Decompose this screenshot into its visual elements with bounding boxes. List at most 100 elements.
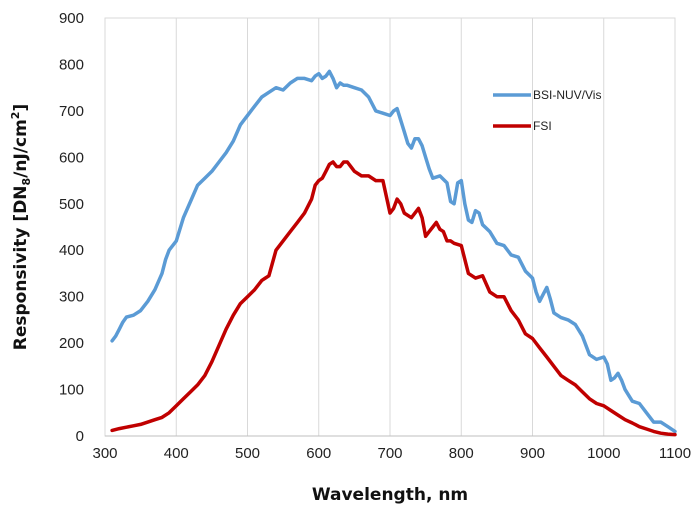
data-point	[367, 174, 370, 178]
data-point	[175, 239, 178, 243]
data-point	[452, 202, 456, 205]
data-point	[609, 379, 613, 382]
data-point	[314, 74, 317, 78]
data-point	[620, 379, 623, 382]
data-point	[474, 209, 477, 212]
data-point	[239, 302, 242, 305]
data-point	[324, 74, 328, 78]
data-point	[406, 142, 409, 145]
data-point	[460, 179, 463, 182]
series-FSI	[110, 160, 677, 437]
data-point	[524, 332, 527, 335]
data-point	[542, 293, 545, 296]
data-point	[281, 239, 285, 243]
data-point	[488, 290, 491, 294]
data-point	[467, 272, 470, 275]
data-point	[652, 430, 655, 433]
data-point	[435, 221, 438, 224]
data-point	[335, 165, 338, 168]
gridlines	[104, 18, 676, 436]
data-point	[616, 372, 620, 375]
data-point	[110, 339, 114, 342]
data-point	[242, 119, 246, 122]
data-point	[310, 79, 313, 82]
data-point	[517, 256, 520, 259]
data-point	[296, 221, 299, 224]
data-point	[552, 365, 556, 368]
data-point	[428, 230, 431, 233]
data-point	[321, 177, 324, 180]
data-point	[638, 402, 641, 405]
data-point	[114, 334, 117, 338]
data-point	[524, 269, 527, 273]
data-point	[399, 119, 402, 122]
data-point	[153, 288, 157, 291]
data-point	[246, 114, 249, 117]
data-point	[474, 276, 477, 280]
data-point	[673, 433, 677, 436]
data-point	[246, 295, 249, 298]
data-point	[602, 355, 605, 359]
data-point	[378, 179, 381, 182]
data-point	[502, 244, 506, 247]
data-point	[210, 360, 214, 363]
x-tick-label: 1100	[659, 445, 691, 462]
y-tick-label: 700	[59, 103, 84, 120]
data-point	[232, 139, 235, 143]
series-lines	[110, 69, 677, 437]
data-point	[659, 420, 662, 424]
data-point	[566, 318, 570, 322]
data-point	[545, 355, 548, 359]
data-point	[239, 123, 242, 127]
data-point	[456, 181, 459, 185]
x-tick-label: 1000	[587, 445, 620, 462]
data-point	[267, 274, 271, 277]
y-axis-title-superscript: 2	[9, 112, 22, 120]
data-point	[463, 202, 466, 205]
data-point	[331, 160, 335, 164]
data-point	[424, 156, 427, 159]
data-point	[203, 374, 206, 377]
data-point	[196, 383, 199, 387]
data-point	[488, 230, 491, 233]
data-point	[303, 211, 306, 215]
data-point	[538, 346, 541, 349]
data-point	[595, 402, 598, 405]
x-tick-label: 400	[164, 445, 189, 462]
data-point	[321, 77, 324, 80]
data-point	[346, 84, 349, 87]
y-axis-title-main: Responsivity [DN	[11, 185, 31, 350]
series-BSI-NUV/Vis	[110, 69, 677, 434]
data-point	[289, 230, 292, 233]
data-point	[574, 383, 577, 387]
data-point	[381, 179, 385, 182]
y-tick-label: 100	[59, 382, 84, 399]
data-point	[253, 105, 256, 108]
data-point	[420, 144, 424, 147]
data-point	[403, 211, 406, 215]
data-point	[182, 397, 185, 400]
data-point	[167, 249, 171, 252]
data-point	[666, 425, 670, 428]
x-axis-title: Wavelength, nm	[312, 485, 468, 505]
data-point	[438, 174, 442, 178]
data-point	[417, 207, 420, 210]
data-point	[606, 362, 609, 366]
data-point	[613, 376, 616, 380]
data-point	[673, 430, 677, 433]
data-point	[146, 420, 149, 424]
data-point	[132, 424, 135, 427]
data-point	[652, 420, 655, 424]
data-point	[289, 81, 292, 85]
x-tick-label: 800	[449, 445, 474, 462]
data-point	[442, 230, 445, 233]
data-point	[132, 314, 135, 317]
data-point	[296, 77, 299, 80]
data-point	[477, 211, 481, 215]
data-point	[203, 177, 206, 180]
data-point	[146, 300, 149, 303]
data-point	[281, 88, 285, 92]
data-point	[121, 321, 125, 324]
data-point	[317, 179, 320, 182]
data-point	[616, 413, 620, 417]
